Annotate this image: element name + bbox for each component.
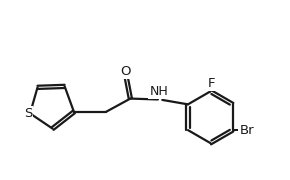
Text: F: F: [207, 76, 215, 89]
Text: O: O: [121, 66, 131, 78]
Text: S: S: [24, 107, 32, 120]
Text: Br: Br: [240, 124, 254, 137]
Text: NH: NH: [149, 85, 168, 98]
